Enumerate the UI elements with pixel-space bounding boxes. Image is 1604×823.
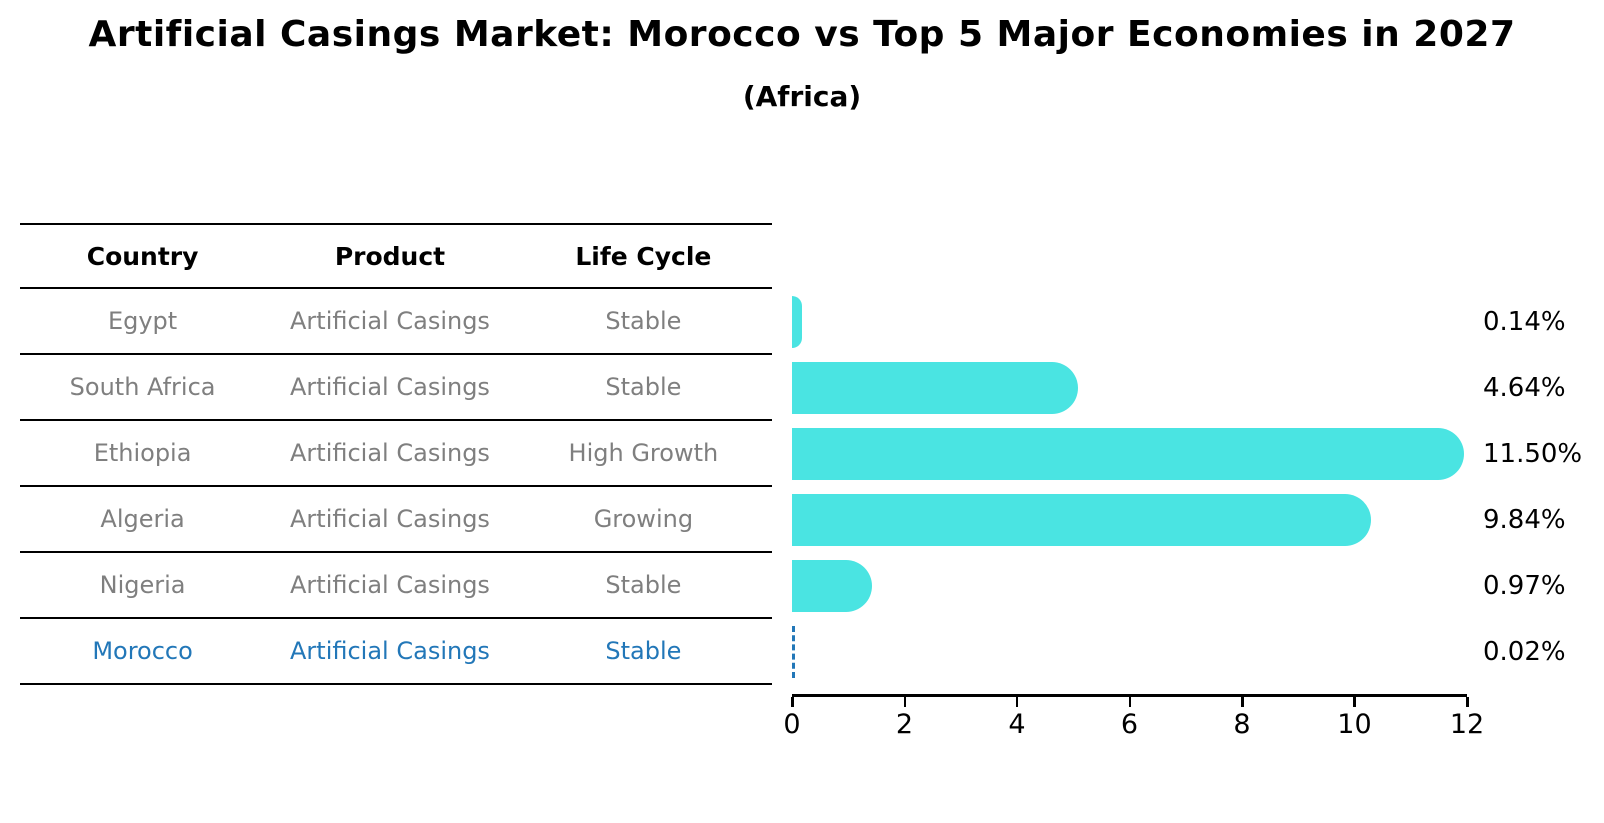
product-cell: Artificial Casings: [290, 571, 490, 599]
product-cell: Artificial Casings: [290, 307, 490, 335]
chart-subtitle: (Africa): [742, 80, 862, 113]
country-table: Country Product Life Cycle Egypt Artific…: [20, 223, 772, 685]
value-label-ethiopia: 11.50%: [1483, 439, 1583, 469]
x-tick-label: 12: [1449, 709, 1485, 740]
bar-row-egypt: [792, 289, 1467, 355]
product-cell: Artificial Casings: [290, 637, 490, 665]
bar-row-nigeria: [792, 553, 1467, 619]
table-row-algeria: Algeria Artificial Casings Growing: [20, 487, 772, 553]
column-header-life-cycle: Life Cycle: [575, 241, 712, 271]
table-row-nigeria: Nigeria Artificial Casings Stable: [20, 553, 772, 619]
product-cell: Artificial Casings: [290, 439, 490, 467]
x-tick-label: 2: [895, 709, 914, 740]
bar-south-africa: [792, 362, 1078, 414]
x-tick-label: 10: [1337, 709, 1372, 740]
value-label-egypt: 0.14%: [1483, 307, 1566, 337]
country-cell: Egypt: [107, 307, 178, 335]
table-row-egypt: Egypt Artificial Casings Stable: [20, 289, 772, 355]
x-tick-label: 4: [1008, 709, 1026, 740]
life-cycle-cell: Stable: [605, 571, 682, 599]
bar-nigeria: [792, 560, 872, 612]
x-tick-label: 6: [1120, 709, 1139, 740]
column-header-country: Country: [86, 241, 199, 271]
country-cell: Morocco: [92, 637, 193, 665]
bar-morocco-dashed: [792, 626, 795, 678]
country-cell: Ethiopia: [93, 439, 192, 467]
tick-mark: [1466, 697, 1469, 707]
life-cycle-cell: Stable: [605, 307, 682, 335]
column-header-product: Product: [334, 241, 446, 271]
country-cell: Nigeria: [99, 571, 186, 599]
bar-ethiopia: [792, 428, 1464, 480]
x-tick-label: 0: [783, 709, 801, 740]
table-row-ethiopia: Ethiopia Artificial Casings High Growth: [20, 421, 772, 487]
bar-row-ethiopia: [792, 421, 1467, 487]
bar-algeria: [792, 494, 1371, 546]
life-cycle-cell: Growing: [593, 505, 694, 533]
bar-row-algeria: [792, 487, 1467, 553]
bar-egypt: [792, 296, 802, 348]
life-cycle-cell: Stable: [605, 637, 682, 665]
chart-title: Artificial Casings Market: Morocco vs To…: [88, 14, 1516, 55]
x-tick-label: 8: [1233, 709, 1251, 740]
tick-mark: [1128, 697, 1131, 707]
tick-mark: [903, 697, 906, 707]
value-label-column: 0.14% 4.64% 11.50% 9.84% 0.97% 0.02%: [1483, 289, 1603, 685]
life-cycle-cell: Stable: [605, 373, 682, 401]
bar-plot-area: [792, 289, 1467, 685]
bar-row-morocco: [792, 619, 1467, 685]
tick-mark: [1015, 697, 1019, 707]
value-label-nigeria: 0.97%: [1483, 571, 1566, 601]
table-row-morocco: Morocco Artificial Casings Stable: [20, 619, 772, 685]
table-header-row: Country Product Life Cycle: [20, 223, 772, 289]
tick-mark: [1353, 697, 1356, 707]
bar-row-south-africa: [792, 355, 1467, 421]
product-cell: Artificial Casings: [290, 505, 490, 533]
tick-mark: [791, 697, 794, 707]
tick-mark: [1241, 697, 1244, 707]
life-cycle-cell: High Growth: [568, 439, 719, 467]
x-axis-line: 0 2 4 6 8 10 12: [783, 694, 1484, 740]
value-label-algeria: 9.84%: [1483, 505, 1566, 535]
country-cell: Algeria: [100, 505, 185, 533]
value-label-morocco: 0.02%: [1483, 637, 1566, 667]
product-cell: Artificial Casings: [290, 373, 490, 401]
table-row-south-africa: South Africa Artificial Casings Stable: [20, 355, 772, 421]
value-label-south-africa: 4.64%: [1483, 373, 1566, 403]
country-cell: South Africa: [69, 373, 216, 401]
